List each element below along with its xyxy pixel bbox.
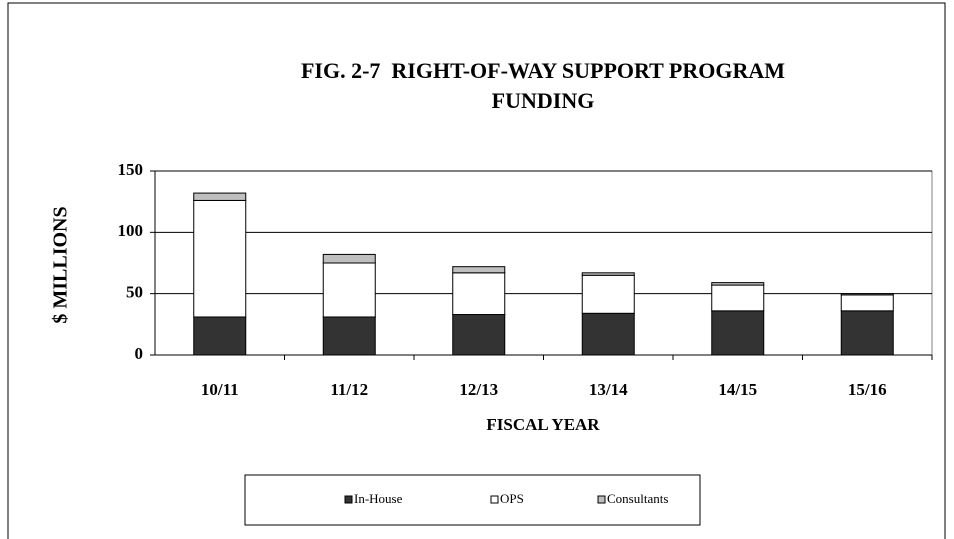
bar-segment [322,316,376,356]
legend [244,474,701,526]
plot-area [154,170,933,356]
y-tick-label: 150 [118,160,144,179]
legend-label: OPS [500,491,524,506]
y-tick-label: 100 [118,221,144,240]
y-axis-label: $ MILLIONS [50,206,72,323]
chart-title: FUNDING [492,88,595,113]
bar-segment [193,199,247,318]
bar-segment [581,272,635,276]
legend-marker [490,495,499,504]
x-tick-label: 14/15 [718,380,757,399]
bar-segment [193,192,247,201]
chart-title: FIG. 2-7 RIGHT-OF-WAY SUPPORT PROGRAM [301,58,785,83]
bar-segment [452,272,506,316]
bar-segment [711,282,765,286]
bar-segment [711,284,765,312]
bar-segment [193,316,247,356]
x-tick-label: 15/16 [848,380,887,399]
x-tick-label: 12/13 [459,380,498,399]
bar-segment [840,293,894,296]
y-tick-label: 0 [135,344,144,363]
x-axis-label: FISCAL YEAR [486,415,600,434]
bar-segment [711,310,765,356]
x-tick-label: 11/12 [330,380,368,399]
legend-label: In-House [354,491,403,506]
y-tick-label: 50 [126,283,143,302]
legend-marker [597,495,606,504]
bar-segment [452,266,506,274]
x-tick-label: 10/11 [201,380,239,399]
legend-marker [344,495,353,504]
bar-segment [322,262,376,318]
bar-segment [581,274,635,314]
bar-segment [581,312,635,356]
bar-segment [322,253,376,264]
legend-label: Consultants [607,491,668,506]
bar-segment [452,314,506,356]
bar-segment [840,310,894,356]
bar-segment [840,294,894,312]
x-tick-label: 13/14 [589,380,628,399]
